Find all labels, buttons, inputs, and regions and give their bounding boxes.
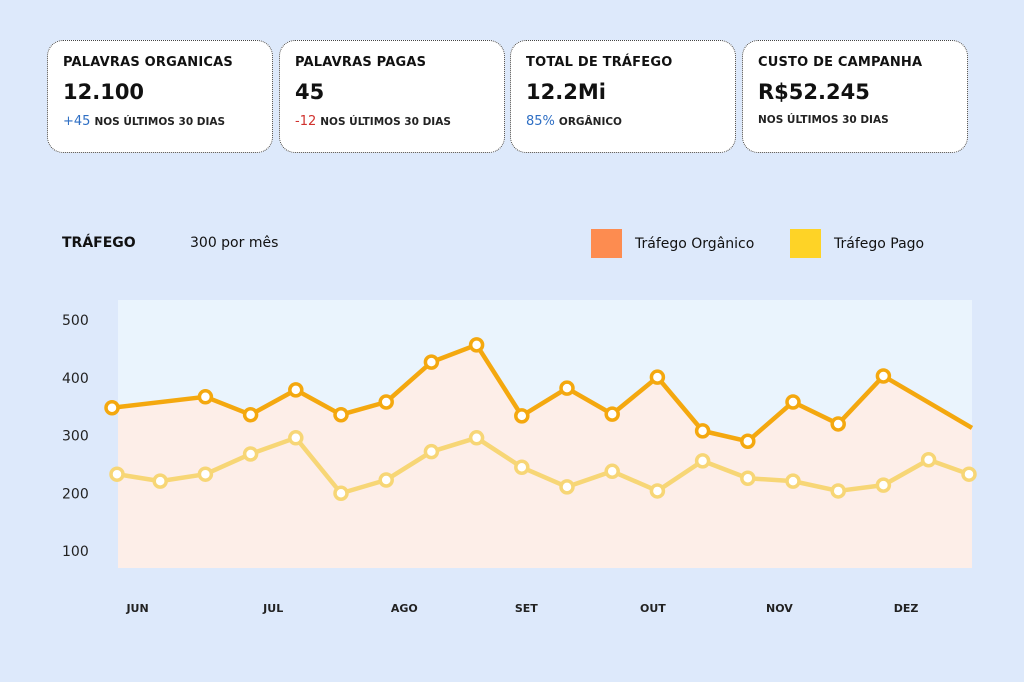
card-title: PALAVRAS ORGANICAS	[63, 55, 233, 70]
x-tick-label: SET	[515, 602, 538, 615]
x-tick-label: DEZ	[894, 602, 919, 615]
data-point	[378, 394, 394, 410]
card-title: CUSTO DE CAMPANHA	[758, 55, 923, 70]
card-suffix: NOS ÚLTIMOS 30 DIAS	[94, 116, 226, 128]
card-value: 12.100	[63, 80, 145, 104]
y-tick-label: 200	[62, 486, 89, 502]
legend-paid: Tráfego Pago	[790, 229, 924, 258]
y-tick-label: 300	[62, 429, 89, 445]
card-delta: 85%	[526, 114, 555, 129]
data-point	[785, 473, 801, 489]
data-point	[288, 430, 304, 446]
data-point	[604, 406, 620, 422]
x-tick-label: AGO	[391, 602, 418, 615]
data-point	[830, 416, 846, 432]
data-point	[694, 453, 711, 469]
data-point	[468, 430, 485, 446]
data-point	[740, 433, 756, 450]
data-point	[875, 368, 892, 384]
data-point	[333, 485, 349, 501]
data-point	[109, 466, 125, 482]
organic-area-fill	[112, 344, 972, 568]
series-line	[111, 342, 974, 444]
data-point	[423, 354, 440, 370]
chart-subtitle: 300 por mês	[190, 235, 279, 251]
card-organic-keywords: PALAVRAS ORGANICAS 12.100 +45 NOS ÚLTIMOS…	[47, 40, 273, 153]
card-delta: -12	[295, 114, 317, 129]
data-point	[104, 400, 120, 416]
card-value: 45	[295, 80, 325, 104]
x-tick-label: OUT	[640, 602, 666, 615]
data-point	[242, 446, 259, 462]
chart-title: TRÁFEGO	[62, 235, 136, 251]
legend-swatch	[790, 229, 821, 258]
data-point	[649, 369, 666, 385]
data-point	[152, 473, 168, 489]
y-tick-label: 400	[62, 371, 89, 387]
data-point	[423, 443, 440, 460]
x-tick-label: JUN	[125, 602, 148, 615]
data-point	[197, 466, 214, 482]
card-suffix: NOS ÚLTIMOS 30 DIAS	[320, 116, 451, 128]
data-point	[649, 483, 666, 499]
card-suffix: ORGÂNICO	[558, 116, 622, 128]
data-point	[920, 452, 937, 468]
card-value: 12.2Mi	[526, 80, 606, 104]
data-point	[830, 483, 846, 499]
legend-organic: Tráfego Orgânico	[591, 229, 754, 258]
card-value: R$52.245	[758, 80, 870, 104]
card-paid-keywords: PALAVRAS PAGAS 45 -12 NOS ÚLTIMOS 30 DIAS	[279, 40, 505, 153]
y-tick-label: 100	[62, 544, 89, 560]
data-point	[559, 380, 575, 396]
data-point	[514, 459, 530, 476]
x-tick-label: JUL	[262, 602, 283, 615]
card-title: PALAVRAS PAGAS	[295, 55, 427, 70]
y-tick-label: 500	[62, 313, 89, 329]
data-point	[604, 463, 620, 480]
legend-label: Tráfego Pago	[834, 235, 925, 252]
data-point	[694, 423, 711, 439]
legend-swatch	[591, 229, 622, 258]
card-suffix: NOS ÚLTIMOS 30 DIAS	[758, 114, 889, 126]
data-point	[740, 470, 756, 486]
data-point	[242, 406, 259, 423]
data-point	[875, 477, 892, 493]
legend-label: Tráfego Orgânico	[635, 235, 755, 252]
data-point	[333, 406, 349, 423]
card-total-traffic: TOTAL DE TRÁFEGO 12.2Mi 85% ORGÂNICO	[510, 40, 736, 153]
data-point	[197, 389, 214, 405]
data-point	[514, 408, 530, 424]
card-title: TOTAL DE TRÁFEGO	[526, 55, 673, 70]
data-point	[559, 479, 575, 495]
card-campaign-cost: CUSTO DE CAMPANHA R$52.245 NOS ÚLTIMOS 3…	[742, 40, 968, 153]
data-point	[378, 472, 394, 488]
card-delta: +45	[63, 114, 91, 129]
data-point	[468, 337, 485, 353]
x-tick-label: NOV	[766, 602, 793, 615]
data-point	[288, 382, 304, 398]
data-point	[961, 466, 977, 482]
data-point	[785, 394, 801, 410]
